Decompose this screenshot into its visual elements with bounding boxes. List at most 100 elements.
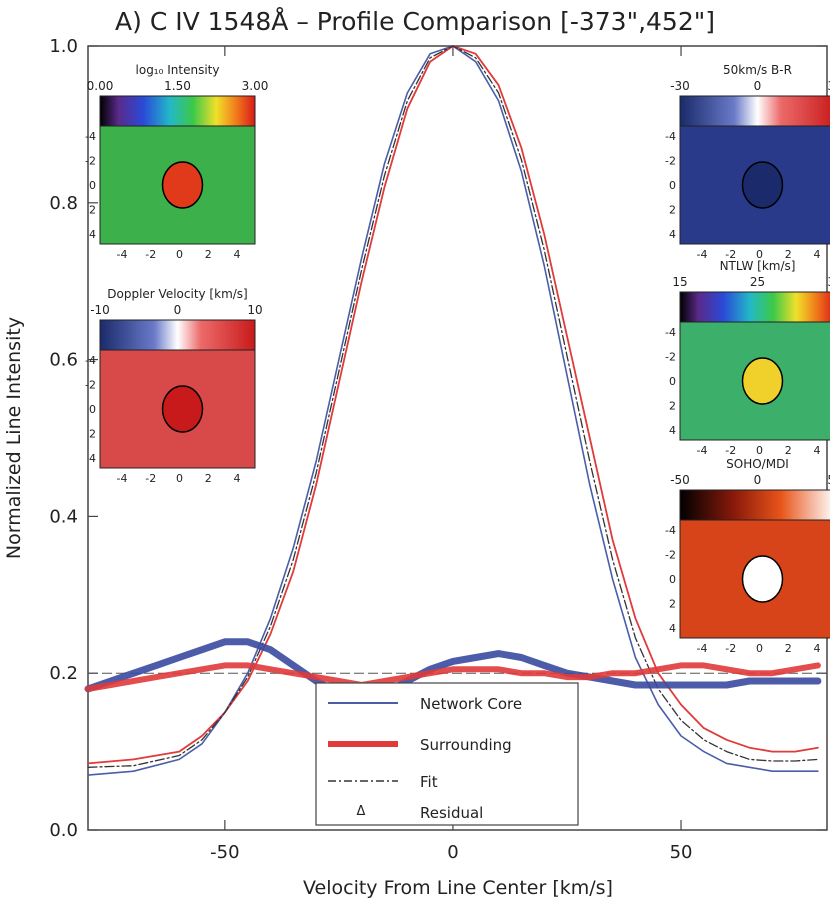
series-line-network-core (87, 45, 819, 776)
inset-colorbar-tick: -30 (670, 79, 690, 93)
y-tick-label: 0.0 (49, 820, 78, 841)
inset-x-tick: -4 (117, 472, 128, 485)
inset-y-tick: 4 (89, 228, 96, 241)
inset-y-tick: 4 (669, 622, 676, 635)
axis-ticks: 0.0 0.2 0.4 0.6 0.8 1.0 -50 0 50 (49, 36, 827, 863)
inset-x-tick: 0 (756, 444, 763, 457)
series-lines (84, 45, 822, 776)
inset-contour (741, 555, 784, 603)
x-tick-label: 0 (447, 842, 458, 863)
inset-y-tick: 2 (89, 428, 96, 441)
inset-y-tick: -2 (665, 549, 676, 562)
inset-x-tick: 4 (234, 248, 241, 261)
inset-contour (161, 161, 204, 209)
inset-y-tick: 2 (669, 204, 676, 217)
inset-y-tick: 2 (669, 400, 676, 413)
inset-x-tick: -2 (725, 642, 736, 655)
legend-swatch-residual: Δ (357, 804, 366, 819)
inset-panel: log₁₀ Intensity 0.00 1.50 3.00 -4 -4 -2 -2 0 0 2 2 4… (85, 63, 268, 261)
y-tick-label: 0.8 (49, 193, 78, 214)
inset-colorbar-tick: -50 (670, 473, 690, 487)
y-axis-label: Normalized Line Intensity (3, 317, 25, 559)
inset-x-tick: 2 (785, 642, 792, 655)
chart-title: A) C IV 1548Å – Profile Comparison [-373… (115, 7, 715, 36)
inset-contour (161, 385, 204, 433)
inset-colorbar-tick: 10 (247, 303, 262, 317)
legend-box (315, 682, 579, 826)
inset-panel: NTLW [km/s] 15 25 35 -4 -4 -2 -2 0 0 2 2 4 4 (665, 259, 830, 457)
y-tick-label: 0.2 (49, 663, 78, 684)
inset-colorbar-tick: 1.50 (164, 79, 191, 93)
series-line-residual-core (84, 638, 822, 701)
inset-y-tick: -4 (85, 130, 96, 143)
inset-x-tick: -4 (117, 248, 128, 261)
inset-x-tick: 4 (234, 472, 241, 485)
y-tick-label: 0.4 (49, 506, 78, 527)
inset-x-tick: 2 (205, 472, 212, 485)
inset-colorbar (99, 319, 256, 351)
inset-y-tick: -2 (665, 351, 676, 364)
inset-colorbar-tick: 35 (827, 275, 830, 289)
inset-x-tick: -2 (725, 444, 736, 457)
inset-colorbar-tick: 0 (174, 303, 182, 317)
inset-colorbar-tick: 30 (827, 79, 830, 93)
x-tick-label: 50 (670, 842, 693, 863)
inset-contour (741, 357, 784, 405)
inset-colorbar-tick: 0 (754, 473, 762, 487)
inset-x-tick: -2 (145, 472, 156, 485)
inset-y-tick: 0 (669, 573, 676, 586)
inset-y-tick: 4 (89, 452, 96, 465)
series-line-residual-surrounding (85, 662, 821, 692)
inset-y-tick: -2 (85, 379, 96, 392)
inset-title: Doppler Velocity [km/s] (107, 287, 247, 301)
inset-colorbar-tick: 50 (827, 473, 830, 487)
inset-y-tick: 0 (669, 375, 676, 388)
inset-x-tick: -2 (145, 248, 156, 261)
series-line-surrounding (87, 45, 819, 765)
inset-x-tick: 2 (785, 444, 792, 457)
inset-panel: 50km/s B-R -30 0 30 -4 -4 -2 -2 0 0 2 2 4 4 (665, 63, 830, 261)
inset-colorbar-tick: 3.00 (242, 79, 269, 93)
inset-title: NTLW [km/s] (720, 259, 796, 273)
inset-x-tick: 4 (814, 444, 821, 457)
inset-x-tick: 2 (205, 248, 212, 261)
inset-x-tick: 2 (785, 248, 792, 261)
inset-y-tick: 2 (89, 204, 96, 217)
inset-colorbar (679, 95, 830, 127)
inset-y-tick: 0 (669, 179, 676, 192)
inset-colorbar-tick: 0.00 (87, 79, 114, 93)
legend: Network Core Surrounding Fit Δ Residual (315, 682, 579, 826)
inset-y-tick: -2 (665, 155, 676, 168)
inset-y-tick: -4 (665, 524, 676, 537)
inset-maps: log₁₀ Intensity 0.00 1.50 3.00 -4 -4 -2 -2 0 0 2 2 4… (85, 63, 830, 655)
inset-title: log₁₀ Intensity (136, 63, 220, 77)
inset-y-tick: -4 (665, 130, 676, 143)
inset-x-tick: -4 (697, 248, 708, 261)
inset-x-tick: 0 (176, 248, 183, 261)
inset-x-tick: -2 (725, 248, 736, 261)
inset-y-tick: 0 (89, 403, 96, 416)
inset-colorbar-tick: -10 (90, 303, 110, 317)
x-axis-label: Velocity From Line Center [km/s] (303, 877, 613, 899)
inset-x-tick: 0 (756, 642, 763, 655)
inset-contour (741, 161, 784, 209)
inset-panel: Doppler Velocity [km/s] -10 0 10 -4 -4 -2 -2 0 0 2… (85, 287, 263, 485)
inset-x-tick: 4 (814, 248, 821, 261)
inset-panel: SOHO/MDI -50 0 50 -4 -4 -2 -2 0 0 2 2 4 4 (665, 457, 830, 655)
inset-colorbar (679, 489, 830, 521)
inset-title: 50km/s B-R (723, 63, 792, 77)
inset-y-tick: -2 (85, 155, 96, 168)
inset-y-tick: 4 (669, 424, 676, 437)
y-tick-label: 1.0 (49, 36, 78, 57)
inset-title: SOHO/MDI (726, 457, 789, 471)
series-line-fit (87, 45, 819, 768)
inset-y-tick: 2 (669, 598, 676, 611)
inset-x-tick: 0 (756, 248, 763, 261)
x-tick-label: -50 (210, 842, 239, 863)
inset-x-tick: -4 (697, 642, 708, 655)
inset-colorbar-tick: 0 (754, 79, 762, 93)
y-tick-label: 0.6 (49, 350, 78, 371)
inset-x-tick: -4 (697, 444, 708, 457)
legend-label-residual: Residual (420, 804, 483, 822)
